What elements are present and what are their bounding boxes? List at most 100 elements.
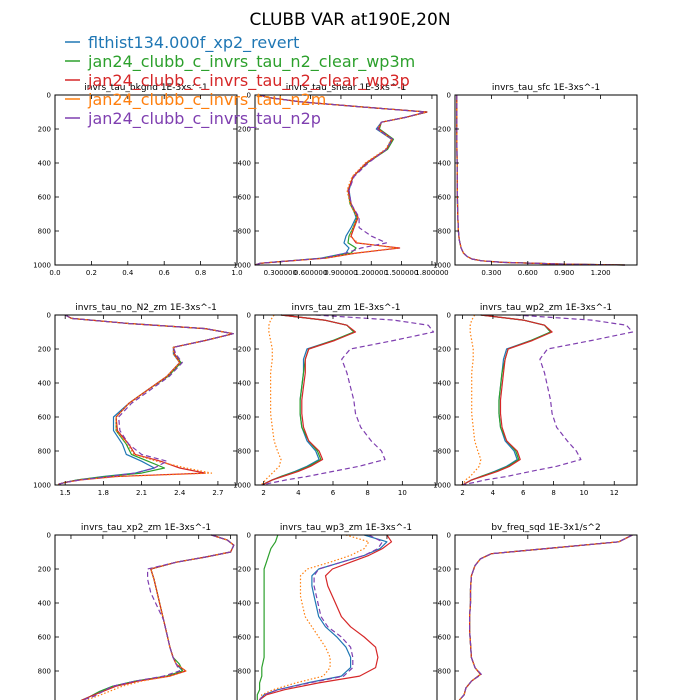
y-tick-label: 400 xyxy=(238,160,251,168)
x-tick-label: 2 xyxy=(261,489,265,497)
panel-title: invrs_tau_shear 1E-3xs^-1 xyxy=(286,83,407,93)
panel-title: invrs_tau_bkgnd 1E-3xs^-1 xyxy=(84,83,208,93)
y-tick-label: 1000 xyxy=(233,482,251,490)
series-line-5 xyxy=(458,534,633,700)
series-line-5 xyxy=(462,314,634,486)
x-tick-label: 0.0 xyxy=(49,269,60,277)
y-tick-label: 400 xyxy=(38,380,51,388)
y-tick-label: 400 xyxy=(38,160,51,168)
legend-label: jan24_clubb_c_invrs_tau_n2m xyxy=(87,90,326,110)
x-tick-label: 1.0 xyxy=(231,269,242,277)
legend-label: jan24_clubb_c_invrs_tau_n2_clear_wp3m xyxy=(87,52,415,72)
chart-panel-8: 20.040.060.080.002004006008001000invrs_t… xyxy=(238,523,438,700)
panels-group: 0.0 0.2 0.4 0.6 0.8 1.002004006008001000invrs… xyxy=(33,83,638,700)
x-tick-label: 10 xyxy=(579,489,588,497)
chart-panel-4: 1.5 1.8 2.1 2.4 2.7 0 200 400 600 800 1000 invrs_ta… xyxy=(33,303,238,497)
x-tick-label: 2.4 xyxy=(174,489,186,497)
plot-frame xyxy=(454,94,638,266)
chart-panel-3: 0.300 0.600 0.900 1.200 0 200 400 600 800 1000 inv… xyxy=(433,83,638,277)
plot-frame xyxy=(254,534,438,700)
y-tick-label: 1000 xyxy=(433,262,451,270)
plot-frame xyxy=(54,94,238,266)
y-tick-label: 0 xyxy=(247,92,251,100)
y-tick-label: 800 xyxy=(38,448,51,456)
x-tick-label: 0.900 xyxy=(554,269,574,277)
series-line-4 xyxy=(259,314,282,486)
x-tick-label: 0.300 xyxy=(481,269,501,277)
y-tick-label: 800 xyxy=(438,668,451,676)
y-tick-label: 800 xyxy=(438,448,451,456)
plot-frame xyxy=(54,314,238,486)
x-tick-label: 2.7 xyxy=(212,489,223,497)
y-tick-label: 400 xyxy=(38,600,51,608)
x-tick-label: 0.300000 xyxy=(264,269,297,277)
x-tick-label: 1.500000 xyxy=(385,269,418,277)
series-line-3 xyxy=(462,314,553,486)
legend-label: jan24_clubb_c_invrs_tau_n2_clear_wp3p xyxy=(87,71,410,91)
plot-frame xyxy=(254,314,438,486)
panel-title: invrs_tau_wp3_zm 1E-3xs^-1 xyxy=(280,523,412,533)
series-line-5 xyxy=(456,95,625,266)
y-tick-label: 0 xyxy=(47,92,51,100)
y-tick-label: 200 xyxy=(38,126,51,134)
y-tick-label: 600 xyxy=(238,194,251,202)
y-tick-label: 0 xyxy=(447,92,451,100)
y-tick-label: 600 xyxy=(238,634,251,642)
x-tick-label: 0.600000 xyxy=(294,269,327,277)
legend-label: flthist134.000f_xp2_revert xyxy=(88,33,299,53)
series-line-3 xyxy=(261,314,357,486)
chart-panel-1: 0.0 0.2 0.4 0.6 0.8 1.0 0 200 400 600 800 1000 invrs… xyxy=(33,83,242,277)
legend-entry-3: jan24_clubb_c_invrs_tau_n2_clear_wp3p xyxy=(65,71,410,91)
y-tick-label: 200 xyxy=(438,566,451,574)
y-tick-label: 0 xyxy=(447,312,451,320)
x-tick-label: 0.8 xyxy=(195,269,206,277)
y-tick-label: 600 xyxy=(438,194,451,202)
series-line-4 xyxy=(460,314,482,486)
y-tick-label: 400 xyxy=(438,380,451,388)
y-tick-label: 600 xyxy=(38,634,51,642)
y-tick-label: 200 xyxy=(238,566,251,574)
x-tick-label: 4 xyxy=(491,489,496,497)
x-tick-label: 10 xyxy=(398,489,407,497)
legend-entry-4: jan24_clubb_c_invrs_tau_n2m xyxy=(65,90,326,110)
y-tick-label: 600 xyxy=(38,414,51,422)
y-tick-label: 800 xyxy=(38,668,51,676)
y-tick-label: 200 xyxy=(438,346,451,354)
chart-panel-5: 2 4 6 8 10 0 200 400 600 800 1000 invrs_tau_zm 1E-3… xyxy=(233,303,438,497)
y-tick-label: 200 xyxy=(38,566,51,574)
y-tick-label: 800 xyxy=(238,668,251,676)
x-tick-label: 2.1 xyxy=(136,489,147,497)
legend-label: jan24_clubb_c_invrs_tau_n2p xyxy=(87,109,321,129)
y-tick-label: 200 xyxy=(238,346,251,354)
y-tick-label: 600 xyxy=(38,194,51,202)
legend-entry-2: jan24_clubb_c_invrs_tau_n2_clear_wp3m xyxy=(65,52,415,72)
panel-title: invrs_tau_xp2_zm 1E-3xs^-1 xyxy=(81,523,211,533)
plot-frame xyxy=(454,314,638,486)
figure-title: CLUBB VAR at190E,20N xyxy=(249,10,450,30)
panel-title: bv_freq_sqd 1E-3x1/s^2 xyxy=(491,523,600,533)
x-tick-label: 0.4 xyxy=(122,269,134,277)
y-tick-label: 800 xyxy=(438,228,451,236)
x-tick-label: 0.2 xyxy=(86,269,97,277)
y-tick-label: 200 xyxy=(438,126,451,134)
y-tick-label: 400 xyxy=(438,600,451,608)
series-line-5 xyxy=(254,94,426,266)
x-tick-label: 1.8 xyxy=(98,489,109,497)
x-tick-label: 2 xyxy=(460,489,464,497)
y-tick-label: 600 xyxy=(238,414,251,422)
series-line-3 xyxy=(258,534,393,700)
legend-entry-1: flthist134.000f_xp2_revert xyxy=(65,33,299,53)
series-line-5 xyxy=(261,314,435,486)
plot-frame xyxy=(254,94,438,266)
x-tick-label: 1.5 xyxy=(60,489,71,497)
y-tick-label: 200 xyxy=(38,346,51,354)
y-tick-label: 1000 xyxy=(33,262,51,270)
chart-panel-2: 0.3000000.6000000.9000001.2000001.500000… xyxy=(233,83,448,277)
y-tick-label: 1000 xyxy=(233,262,251,270)
y-tick-label: 0 xyxy=(47,312,51,320)
x-tick-label: 0.600 xyxy=(518,269,538,277)
y-tick-label: 200 xyxy=(238,126,251,134)
x-tick-label: 8 xyxy=(365,489,369,497)
